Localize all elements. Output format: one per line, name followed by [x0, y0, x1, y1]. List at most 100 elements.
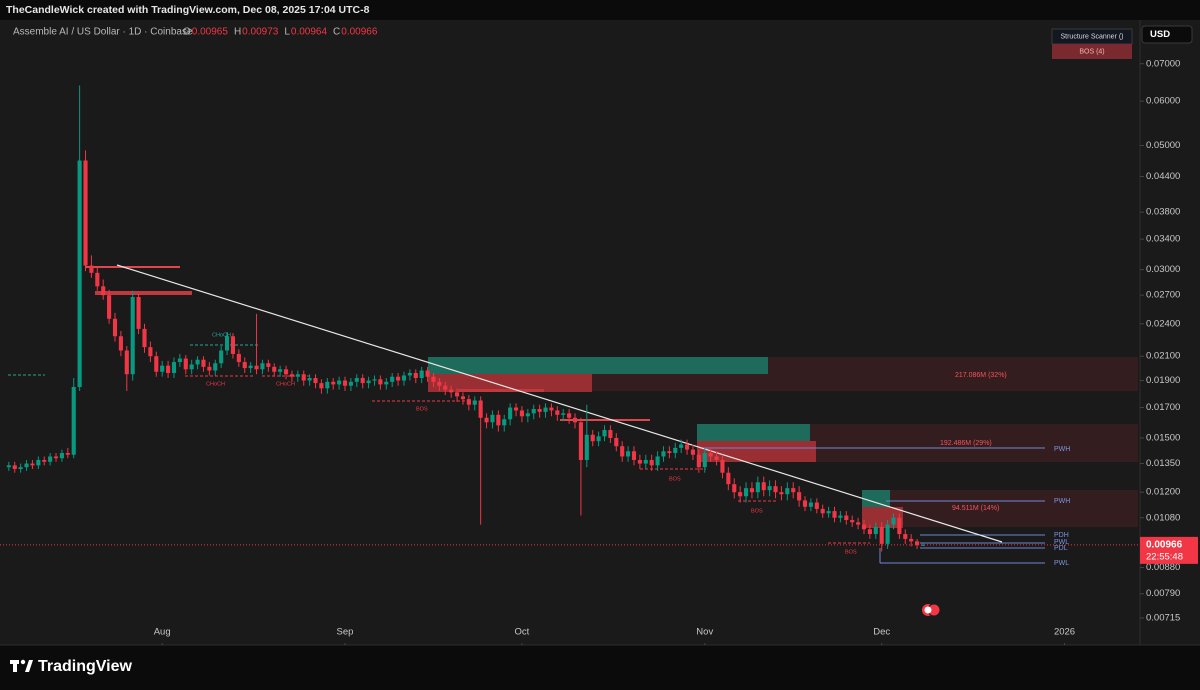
currency-button[interactable]	[1141, 25, 1193, 44]
candle-body	[36, 459, 41, 466]
candle-body	[437, 381, 442, 386]
candle-body	[897, 517, 902, 535]
candle-body	[348, 381, 353, 386]
supply-zone	[697, 441, 816, 462]
candle-body	[372, 379, 377, 381]
candle-body	[714, 456, 719, 460]
y-tick-label: 0.07000	[1146, 58, 1180, 69]
candle-body	[71, 387, 76, 455]
scanner-title: Structure Scanner ()	[1060, 33, 1123, 40]
candle-body	[655, 456, 660, 466]
ohlc-value: 0.00966	[341, 27, 378, 38]
candle-body	[325, 381, 330, 389]
candle-body	[537, 408, 542, 412]
y-tick-label: 0.00880	[1146, 562, 1180, 573]
candle-body	[513, 407, 519, 411]
candle-body	[673, 447, 678, 453]
candle-body	[313, 377, 318, 384]
x-tick-label: Sep	[337, 627, 354, 638]
symbol-title: Assemble AI / US Dollar · 1D · Coinbase	[13, 27, 193, 38]
candle-body	[720, 459, 725, 473]
y-tick-label: 0.03400	[1146, 234, 1180, 245]
candle-body	[679, 444, 684, 448]
y-tick-label: 0.03000	[1146, 264, 1180, 275]
candle-body	[130, 296, 135, 375]
candle-body	[136, 296, 141, 329]
candle-body	[643, 459, 648, 464]
trend-line	[116, 264, 1003, 543]
y-tick-label: 0.03800	[1146, 207, 1180, 218]
candle-body	[496, 414, 501, 426]
candle-body	[826, 511, 831, 514]
annotation: PWH	[1054, 498, 1070, 505]
candle-body	[738, 492, 743, 497]
candle-body	[148, 347, 153, 357]
candle-body	[708, 452, 713, 457]
candle-body	[490, 414, 495, 423]
candle-body	[856, 522, 861, 525]
ohlc-value: 0.00973	[242, 27, 279, 38]
candle-body	[743, 488, 749, 497]
x-tick-label: Nov	[696, 627, 713, 638]
x-tick-label: Dec	[873, 627, 890, 638]
candle-body	[626, 451, 631, 457]
candle-body	[213, 363, 218, 371]
candle-body	[219, 350, 224, 364]
candle-body	[797, 492, 802, 501]
zones	[8, 264, 1138, 564]
candle-body	[909, 538, 914, 542]
annotation: 192.486M (29%)	[940, 440, 992, 447]
demand-zone	[428, 357, 768, 374]
candle-body	[578, 422, 583, 460]
annotation: 94.511M (14%)	[952, 505, 999, 512]
currency[interactable]: USD	[1150, 29, 1170, 40]
candle-body	[773, 486, 778, 493]
price-label-box	[1140, 536, 1198, 564]
brand: TradingView	[38, 658, 133, 675]
x-tick-label: Oct	[515, 627, 530, 638]
candle-body	[873, 526, 878, 535]
candle-body	[142, 328, 147, 348]
candle-body	[808, 502, 813, 507]
candle-body	[755, 482, 760, 493]
candle-body	[154, 356, 159, 372]
candle-body	[236, 353, 241, 363]
scanner-row	[1052, 44, 1132, 59]
order-block-line	[458, 389, 544, 392]
countdown: 22:55:48	[1146, 551, 1183, 562]
candle-body	[407, 372, 412, 376]
annotation: PDL	[1054, 545, 1068, 552]
annotation: PWH	[1054, 446, 1070, 453]
candle-body	[337, 380, 342, 385]
candle-body	[396, 376, 401, 381]
candle-body	[891, 517, 896, 525]
logo-shape	[20, 659, 26, 665]
ohlc-name: C	[333, 27, 340, 38]
overlay: 217.086M (32%) 192.486M (29%) 94.511M (14%…	[0, 332, 1140, 617]
candle-body	[124, 350, 129, 375]
candle-body	[289, 374, 294, 377]
candle-body	[602, 429, 607, 437]
candle-body	[42, 459, 47, 462]
candle-body	[59, 452, 64, 459]
candle-body	[401, 375, 407, 381]
x-tick-label: Aug	[154, 627, 171, 638]
scanner-item: BOS (4)	[1079, 48, 1104, 55]
candle-body	[685, 444, 690, 450]
candle-body	[572, 417, 578, 423]
candle-body	[366, 380, 371, 384]
candle-body	[160, 365, 165, 372]
candle-body	[65, 452, 70, 455]
annotation: CHoCH	[212, 332, 231, 338]
candle-body	[850, 520, 855, 523]
event-marker-inner	[924, 606, 932, 614]
zone-extension	[810, 424, 1138, 462]
candle-body	[112, 318, 118, 337]
order-block-line	[85, 266, 180, 268]
candle-body	[390, 376, 395, 382]
candle-body	[791, 488, 796, 493]
candle-body	[171, 362, 177, 373]
candle-body	[567, 413, 572, 418]
candle-body	[248, 365, 253, 369]
